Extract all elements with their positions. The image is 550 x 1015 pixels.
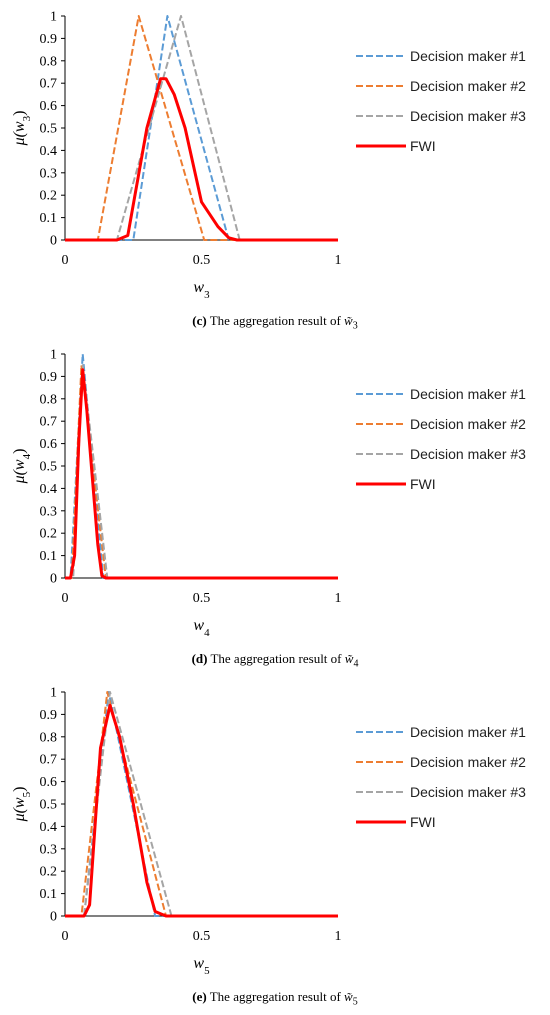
x-tick-label: 0.5 <box>193 253 211 268</box>
x-tick-label: 0 <box>62 591 69 606</box>
y-tick-label: 0 <box>50 234 57 249</box>
y-tick-label: 0.7 <box>40 753 58 768</box>
y-axis-label: μ(w5) <box>11 787 33 823</box>
y-tick-label: 0.2 <box>40 527 58 542</box>
fwi-series-line <box>65 368 338 580</box>
caption-letter: (d) <box>191 651 208 666</box>
y-tick-label: 0.6 <box>40 99 58 114</box>
y-tick-label: 0.8 <box>40 54 58 69</box>
y-tick-label: 0.2 <box>40 189 58 204</box>
caption-letter: (c) <box>192 313 207 328</box>
y-tick-label: 0.7 <box>40 77 58 92</box>
y-tick-label: 0 <box>50 910 57 925</box>
x-axis-label: w3 <box>193 279 210 301</box>
legend-label: Decision maker #2 <box>410 78 526 94</box>
y-tick-label: 0.5 <box>40 798 58 813</box>
y-tick-label: 0.6 <box>40 775 58 790</box>
y-tick-label: 0.4 <box>40 482 58 497</box>
x-axis-label: w4 <box>193 617 210 639</box>
y-tick-label: 0.7 <box>40 415 58 430</box>
legend-label: FWI <box>410 476 436 492</box>
legend-label: Decision maker #3 <box>410 108 526 124</box>
y-tick-label: 0.9 <box>40 32 58 47</box>
decision-maker-series-line <box>65 364 338 579</box>
legend-label: Decision maker #1 <box>410 724 526 740</box>
y-tick-label: 1 <box>50 686 57 701</box>
x-axis-label: w5 <box>193 955 210 977</box>
y-tick-label: 0 <box>50 572 57 587</box>
x-tick-label: 0.5 <box>193 929 211 944</box>
y-tick-label: 0.1 <box>40 887 58 902</box>
x-tick-label: 1 <box>335 253 342 268</box>
y-tick-label: 0.5 <box>40 122 58 137</box>
y-tick-label: 0.6 <box>40 437 58 452</box>
figure-caption: (e) The aggregation result of w̃5 <box>0 989 550 1008</box>
caption-text: The aggregation result of <box>206 989 345 1004</box>
y-tick-label: 0.9 <box>40 370 58 385</box>
y-tick-label: 1 <box>50 10 57 25</box>
fwi-series-line <box>65 77 338 242</box>
y-tick-label: 0.9 <box>40 708 58 723</box>
legend-label: Decision maker #3 <box>410 446 526 462</box>
y-tick-label: 0.3 <box>40 504 58 519</box>
y-tick-label: 0.8 <box>40 730 58 745</box>
figure-caption: (c) The aggregation result of w̃3 <box>0 313 550 332</box>
decision-maker-series-line <box>65 15 338 241</box>
caption-letter: (e) <box>192 989 207 1004</box>
figure-caption: (d) The aggregation result of w̃4 <box>0 651 550 670</box>
y-tick-label: 0.1 <box>40 549 58 564</box>
chart-svg: 0 0.1 0.2 0.3 0.4 0.5 0.6 0.7 0.8 0.9 1 0 0.5 1 Decisi… <box>11 10 526 302</box>
chart-svg: 0 0.1 0.2 0.3 0.4 0.5 0.6 0.7 0.8 0.9 1 0 0.5 1 Decisi… <box>11 348 526 640</box>
decision-maker-series-line <box>65 364 338 579</box>
y-axis-label: μ(w3) <box>11 111 33 147</box>
x-tick-label: 0 <box>62 253 69 268</box>
legend-label: Decision maker #3 <box>410 784 526 800</box>
x-tick-label: 0 <box>62 929 69 944</box>
y-tick-label: 0.3 <box>40 166 58 181</box>
decision-maker-series-line <box>65 15 338 241</box>
chart-panel: 0 0.1 0.2 0.3 0.4 0.5 0.6 0.7 0.8 0.9 1 0 0.5 1 Decisi… <box>0 676 550 1014</box>
y-tick-label: 0.4 <box>40 820 58 835</box>
y-tick-label: 0.2 <box>40 865 58 880</box>
chart-panel: 0 0.1 0.2 0.3 0.4 0.5 0.6 0.7 0.8 0.9 1 0 0.5 1 Decisi… <box>0 0 550 338</box>
legend-label: Decision maker #2 <box>410 754 526 770</box>
legend-label: Decision maker #1 <box>410 48 526 64</box>
y-tick-label: 0.4 <box>40 144 58 159</box>
decision-maker-series-line <box>65 353 338 579</box>
legend-label: Decision maker #1 <box>410 386 526 402</box>
x-tick-label: 1 <box>335 591 342 606</box>
decision-maker-series-line <box>65 15 338 241</box>
legend-label: FWI <box>410 138 436 154</box>
chart-svg: 0 0.1 0.2 0.3 0.4 0.5 0.6 0.7 0.8 0.9 1 0 0.5 1 Decisi… <box>11 686 526 978</box>
y-axis-label: μ(w4) <box>11 449 33 485</box>
legend-label: FWI <box>410 814 436 830</box>
fwi-series-line <box>65 703 338 918</box>
legend-label: Decision maker #2 <box>410 416 526 432</box>
caption-variable: w̃5 <box>344 989 358 1008</box>
chart-panel: 0 0.1 0.2 0.3 0.4 0.5 0.6 0.7 0.8 0.9 1 0 0.5 1 Decisi… <box>0 338 550 676</box>
x-tick-label: 0.5 <box>193 591 211 606</box>
y-tick-label: 1 <box>50 348 57 363</box>
y-tick-label: 0.8 <box>40 392 58 407</box>
caption-variable: w̃4 <box>344 651 359 670</box>
y-tick-label: 0.1 <box>40 211 58 226</box>
caption-variable: w̃3 <box>344 313 358 332</box>
caption-text: The aggregation result of <box>207 651 345 666</box>
y-tick-label: 0.3 <box>40 842 58 857</box>
x-tick-label: 1 <box>335 929 342 944</box>
y-tick-label: 0.5 <box>40 460 58 475</box>
caption-text: The aggregation result of <box>206 313 345 328</box>
